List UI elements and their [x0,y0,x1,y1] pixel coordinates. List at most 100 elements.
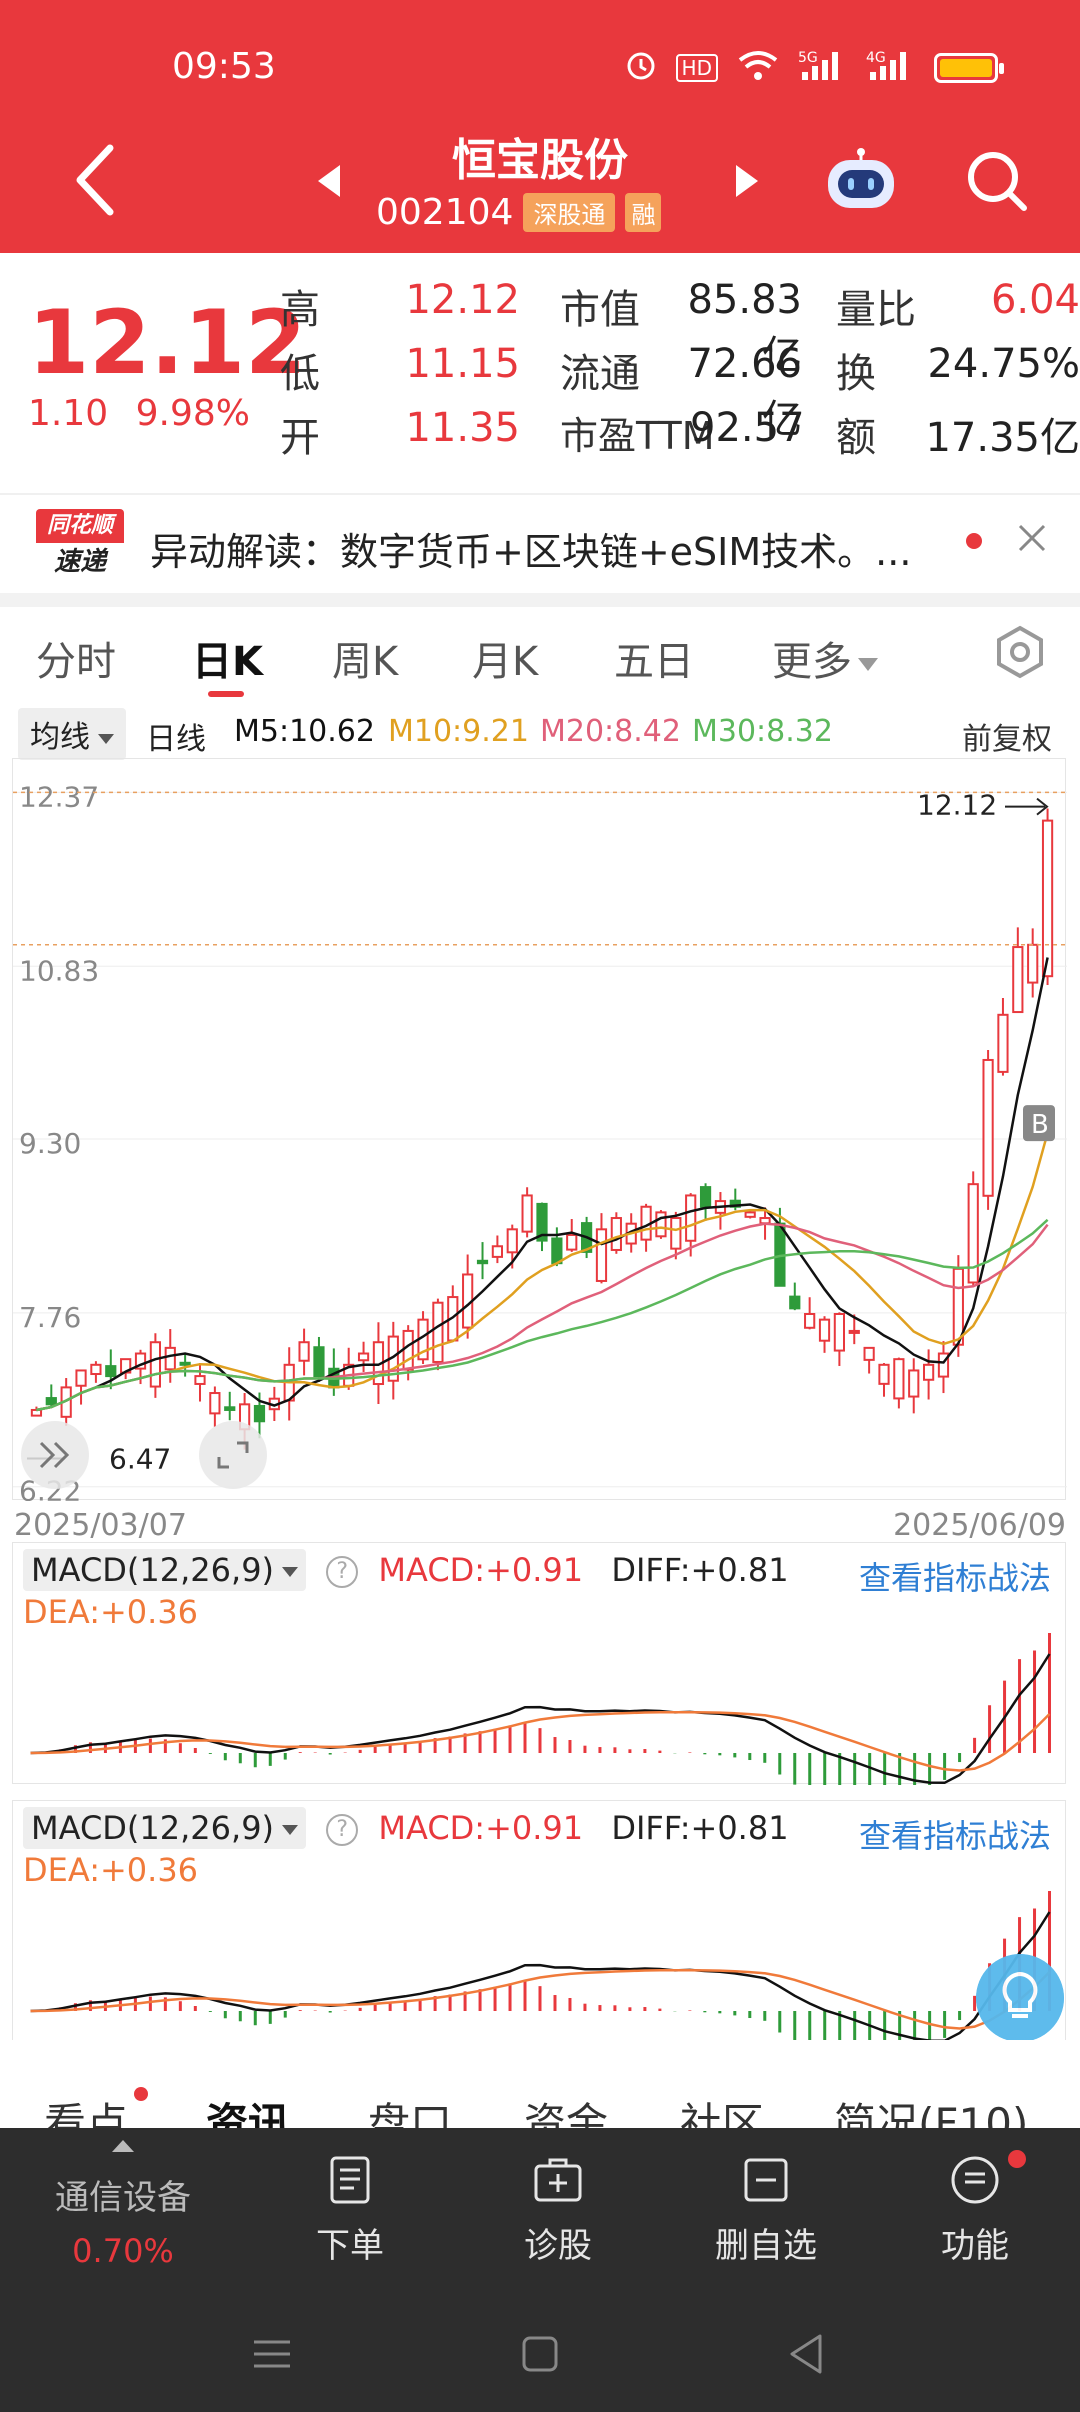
amount-label: 额 [836,415,876,461]
remove-watchlist-button[interactable]: 删自选 [662,2128,870,2296]
news-logo: 同花顺 速递 [36,509,124,581]
quote-row-1: 高 12.12 市值 85.83亿 量比 6.04 [0,277,1080,379]
back-icon[interactable] [778,2326,834,2382]
indicator-strategy-link[interactable]: 查看指标战法 [858,1817,1051,1855]
ma-indicator-row: 均线 日线 M5:10.62 M10:9.21 M20:8.42 M30:8.3… [0,706,1080,760]
tab-highlights[interactable]: 看点 [44,2099,129,2130]
open-label: 开 [280,415,320,461]
ai-robot-icon[interactable] [822,148,900,214]
ma-selector[interactable]: 均线 [18,708,126,760]
vol-ratio-value: 6.04 [990,277,1080,323]
help-icon[interactable]: ? [326,1556,359,1588]
macd-svg-1 [30,1633,1052,1785]
indicator-selector[interactable]: MACD(12,26,9) [23,1549,307,1591]
double-chevron-icon [39,1441,70,1469]
ma5-line [36,957,1049,1412]
low-value: 11.15 [405,341,520,387]
candle-body [848,1329,860,1334]
next-stock-arrow-icon[interactable] [736,165,758,197]
fullscreen-icon [217,1441,249,1469]
order-button[interactable]: 下单 [246,2128,454,2296]
low-label: 低 [280,351,320,397]
adjust-mode[interactable]: 前复权 [962,722,1052,757]
macd-panel-2[interactable]: MACD(12,26,9) ? MACD:+0.91 DIFF:+0.81 查看… [12,1800,1066,2043]
amount-value: 17.35亿 [925,415,1080,461]
float-value: 72.66亿 [687,341,802,443]
candle-body [595,1228,608,1282]
diagnose-label: 诊股 [524,2226,592,2266]
close-icon[interactable] [1014,520,1050,556]
prev-stock-arrow-icon[interactable] [318,165,340,197]
candle-body [1027,943,1039,984]
start-date: 2025/03/07 [14,1508,187,1543]
tab-orderbook[interactable]: 盘口 [368,2099,453,2130]
wifi-icon [736,48,780,88]
macd-panel-1[interactable]: MACD(12,26,9) ? MACD:+0.91 DIFF:+0.81 查看… [12,1542,1066,1785]
indicator-name: MACD(12,26,9) [31,1551,275,1589]
lightbulb-icon[interactable] [976,1954,1064,2042]
tab-monthly-k[interactable]: 月K [472,639,539,685]
period-label: 日线 [146,722,206,757]
settings-icon[interactable] [992,624,1048,680]
candle-body [670,1217,682,1250]
diff-value: DIFF:+0.81 [611,1809,789,1847]
macd-svg-2 [30,1891,1052,2043]
news-logo-top: 同花顺 [36,509,124,543]
candle-body [699,1186,712,1208]
tab-intraday[interactable]: 分时 [36,639,116,685]
active-tab-indicator [208,691,244,697]
candle-body [149,1341,162,1388]
y-tick-label: 12.37 [19,780,99,813]
menu-icon[interactable] [244,2326,300,2382]
functions-button[interactable]: 功能 [870,2128,1080,2296]
tab-news[interactable]: 资讯 [206,2099,291,2130]
back-arrow-icon[interactable] [64,140,124,220]
buy-marker-label: B [1031,1110,1049,1140]
open-value: 11.35 [405,405,520,451]
y-tick-label: 10.83 [19,954,99,987]
turnover-value: 24.75% [927,341,1080,387]
candle-body [506,1228,518,1254]
sector-button[interactable]: 通信设备 0.70% [0,2128,246,2296]
bottom-toolbar: 通信设备 0.70% 下单 诊股 删自选 功能 [0,2128,1080,2296]
min-price-label: 6.47 [109,1443,171,1476]
diagnose-button[interactable]: 诊股 [454,2128,662,2296]
diff-line [30,1653,1051,1785]
tab-weekly-k[interactable]: 周K [332,639,399,685]
candle-body [922,1363,935,1381]
tab-community[interactable]: 社区 [680,2099,765,2130]
unread-dot [134,2087,148,2101]
news-logo-bottom: 速递 [53,547,106,577]
tab-f10[interactable]: 简况(F10) [834,2099,1029,2130]
tab-daily-k[interactable]: 日K [192,639,263,685]
candle-body [476,1259,489,1265]
tab-more[interactable]: 更多 [772,629,878,687]
home-icon[interactable] [512,2326,568,2382]
tab-funds[interactable]: 资金 [524,2099,609,2130]
ma5-value: M5:10.62 [234,714,375,749]
candle-body [313,1346,325,1378]
candle-body [357,1352,370,1362]
remove-watchlist-label: 删自选 [715,2226,817,2266]
candle-body [209,1392,221,1415]
help-icon[interactable]: ? [326,1814,359,1846]
candle-body [30,1408,43,1417]
candle-body [194,1375,206,1385]
indicator-strategy-link[interactable]: 查看指标战法 [858,1559,1051,1597]
news-headline[interactable]: 异动解读：数字货币+区块链+eSIM技术。... [150,530,912,574]
status-time: 09:53 [172,46,276,87]
tab-five-day[interactable]: 五日 [614,639,694,685]
search-icon[interactable] [962,146,1032,216]
candle-body [402,1329,414,1371]
y-tick-label: 9.30 [19,1127,81,1160]
candle-body [804,1313,816,1329]
candle-body [164,1346,176,1371]
app-header: 09:53 HD 5G 4G 恒宝股份 002104 深股通 融 [0,0,1080,253]
dea-value: DEA:+0.36 [23,1593,199,1631]
indicator-selector[interactable]: MACD(12,26,9) [23,1807,307,1849]
candle-body [224,1406,236,1411]
candle-body [982,1058,994,1197]
news-strip[interactable]: 同花顺 速递 异动解读：数字货币+区块链+eSIM技术。... [0,493,1080,593]
fullscreen-button [199,1421,267,1489]
